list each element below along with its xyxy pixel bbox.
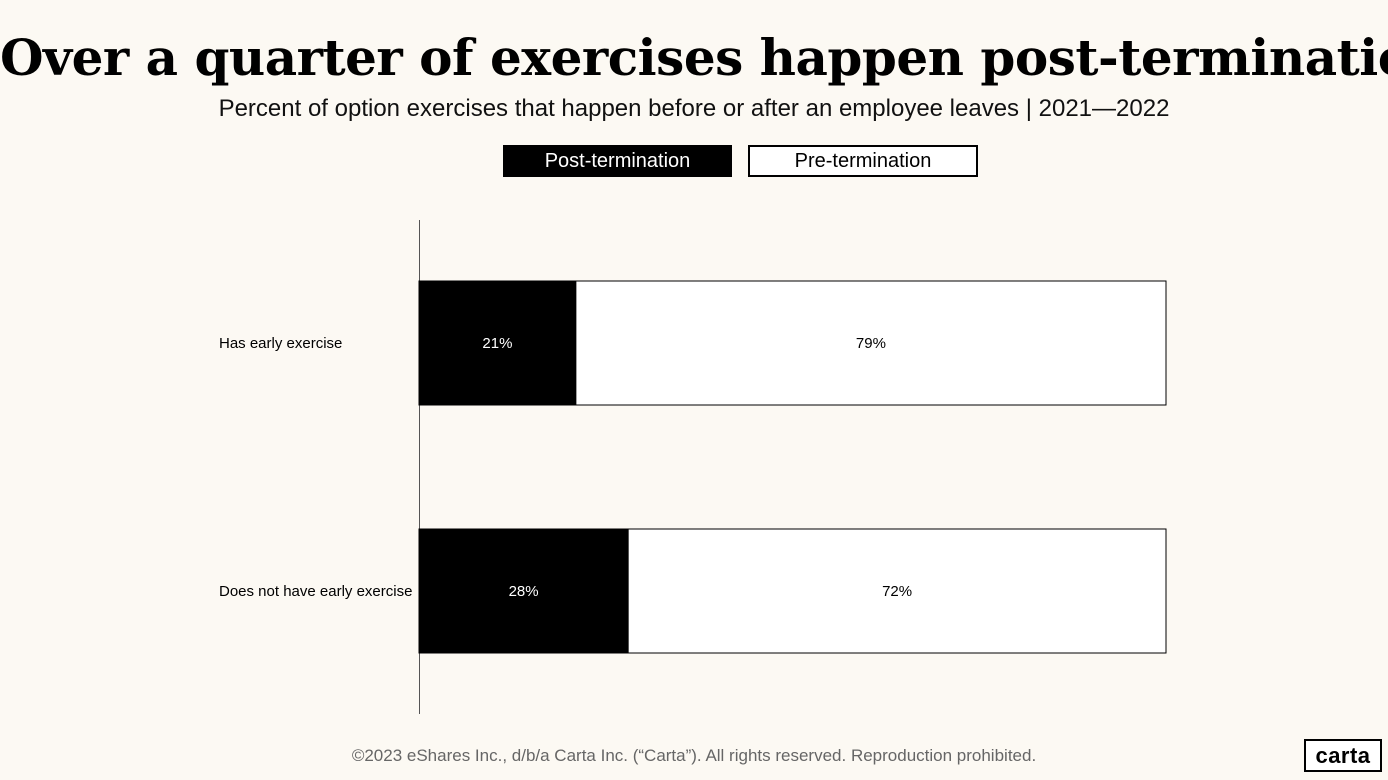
bar-segment-pre-termination <box>575 280 1167 406</box>
bar-segment-post-termination <box>418 528 629 654</box>
legend-post-termination: Post-termination <box>503 145 732 177</box>
bar-segment-pre-termination <box>627 528 1167 654</box>
copyright-footer: ©2023 eShares Inc., d/b/a Carta Inc. (“C… <box>351 746 1037 765</box>
category-label: Does not have early exercise <box>219 583 412 600</box>
chart-title: Over a quarter of exercises happen post-… <box>0 28 1388 87</box>
legend-pre-termination: Pre-termination <box>748 145 978 177</box>
bar-segment-post-termination <box>418 280 577 406</box>
chart-subtitle: Percent of option exercises that happen … <box>218 95 1170 122</box>
data-label: 28% <box>509 583 539 600</box>
data-label: 72% <box>882 583 912 600</box>
category-label: Has early exercise <box>219 335 342 352</box>
carta-logo: carta <box>1304 739 1382 772</box>
data-label: 21% <box>482 335 512 352</box>
data-label: 79% <box>856 335 886 352</box>
